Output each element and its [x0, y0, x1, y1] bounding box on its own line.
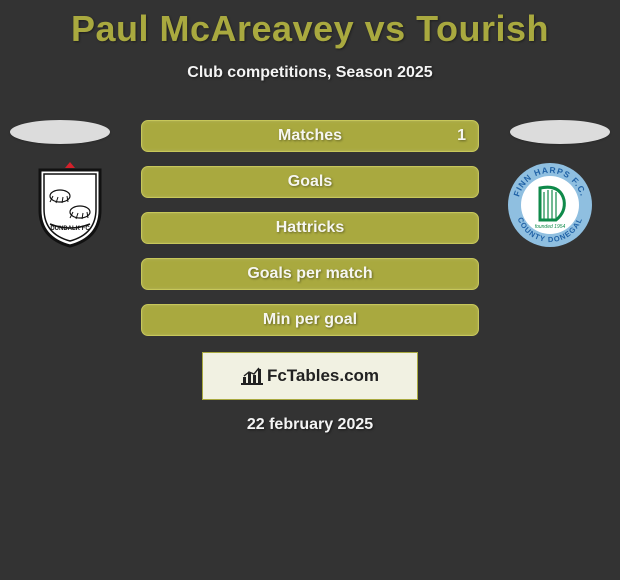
stat-bar-goals-per-match: Goals per match: [141, 258, 479, 290]
stat-value-right: 1: [457, 127, 466, 145]
team-crest-left: DUNDALK FC: [20, 162, 120, 248]
date-text: 22 february 2025: [20, 416, 600, 434]
stat-bar-hattricks: Hattricks: [141, 212, 479, 244]
player-ellipse-left: [10, 120, 110, 144]
stat-bars: Matches 1 Goals Hattricks Goals per matc…: [141, 120, 479, 336]
branding-box: FcTables.com: [202, 352, 418, 400]
svg-text:DUNDALK FC: DUNDALK FC: [50, 226, 90, 232]
stat-bar-min-per-goal: Min per goal: [141, 304, 479, 336]
comparison-area: DUNDALK FC FINN HARPS F.C. COUNTY DONEGA…: [0, 120, 620, 434]
stat-label: Min per goal: [263, 311, 357, 329]
stat-bar-goals: Goals: [141, 166, 479, 198]
branding-text: FcTables.com: [267, 366, 379, 386]
stat-label: Matches: [278, 127, 342, 145]
dundalk-crest-icon: DUNDALK FC: [20, 162, 120, 248]
page-title: Paul McAreavey vs Tourish: [0, 0, 620, 50]
bar-chart-icon: [241, 367, 263, 385]
svg-text:founded 1954: founded 1954: [535, 224, 566, 230]
stat-label: Hattricks: [276, 219, 344, 237]
team-crest-right: FINN HARPS F.C. COUNTY DONEGAL founded 1…: [500, 162, 600, 248]
subtitle: Club competitions, Season 2025: [0, 64, 620, 82]
player-ellipse-right: [510, 120, 610, 144]
stat-label: Goals: [288, 173, 332, 191]
finn-harps-crest-icon: FINN HARPS F.C. COUNTY DONEGAL founded 1…: [500, 162, 600, 248]
stat-label: Goals per match: [247, 265, 372, 283]
stat-bar-matches: Matches 1: [141, 120, 479, 152]
